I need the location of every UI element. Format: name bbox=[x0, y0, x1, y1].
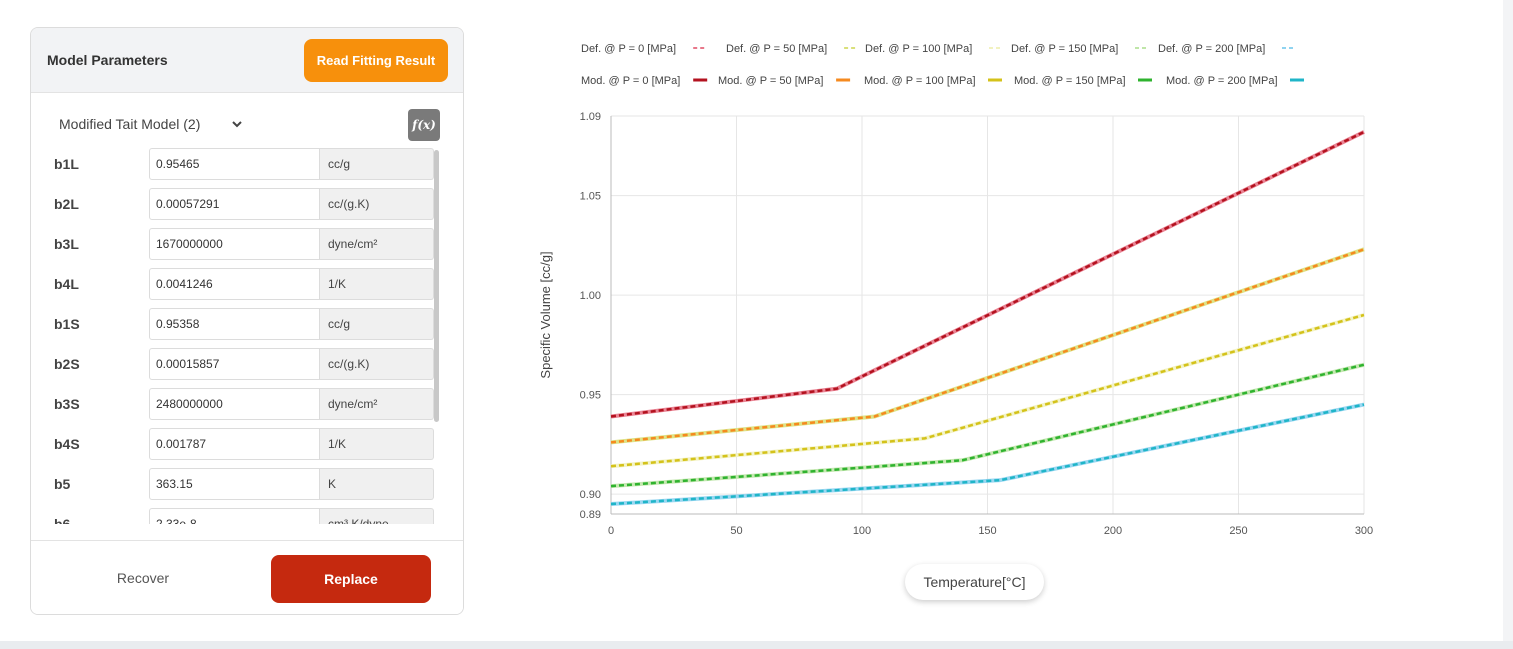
x-tick-label: 150 bbox=[978, 525, 996, 537]
y-tick-label: 1.09 bbox=[580, 111, 601, 123]
param-input-b4S[interactable] bbox=[149, 428, 320, 460]
replace-button[interactable]: Replace bbox=[271, 555, 431, 603]
param-input-b6[interactable] bbox=[149, 508, 320, 524]
right-strip bbox=[1503, 0, 1513, 641]
param-row-b4L: b4L 1/K bbox=[31, 268, 463, 300]
param-label: b3S bbox=[54, 396, 80, 412]
chevron-down-icon[interactable] bbox=[231, 116, 243, 132]
param-input-b1L[interactable] bbox=[149, 148, 320, 180]
param-label: b4S bbox=[54, 436, 80, 452]
param-label: b4L bbox=[54, 276, 79, 292]
legend-label: Def. @ P = 150 [MPa] bbox=[1011, 43, 1118, 55]
legend-label: Mod. @ P = 200 [MPa] bbox=[1166, 75, 1278, 87]
y-axis-label: Specific Volume [cc/g] bbox=[538, 251, 553, 378]
param-label: b2L bbox=[54, 196, 79, 212]
param-label: b6 bbox=[54, 516, 71, 524]
parameter-list: b1L cc/g b2L cc/(g.K) b3L dyne/cm² b4L 1/K b1S cc… bbox=[31, 148, 463, 524]
legend-label: Mod. @ P = 0 [MPa] bbox=[581, 75, 680, 87]
legend-label: Def. @ P = 50 [MPa] bbox=[726, 43, 827, 55]
param-unit: cc/(g.K) bbox=[320, 188, 434, 220]
param-input-b1S[interactable] bbox=[149, 308, 320, 340]
legend-label: Def. @ P = 200 [MPa] bbox=[1158, 43, 1265, 55]
series-line-9 bbox=[610, 403, 1365, 506]
param-input-b4L[interactable] bbox=[149, 268, 320, 300]
panel-title: Model Parameters bbox=[47, 52, 168, 68]
param-input-b5[interactable] bbox=[149, 468, 320, 500]
read-fitting-result-button[interactable]: Read Fitting Result bbox=[304, 39, 448, 82]
param-row-b4S: b4S 1/K bbox=[31, 428, 463, 460]
param-unit: cc/g bbox=[320, 148, 434, 180]
specific-volume-chart: 0 50 100 150 200 250 300 0.89 0.90 0.95 1.00 1.05 1.… bbox=[538, 43, 1373, 537]
legend-label: Mod. @ P = 50 [MPa] bbox=[718, 75, 823, 87]
x-tick-label: 100 bbox=[853, 525, 871, 537]
param-row-b1S: b1S cc/g bbox=[31, 308, 463, 340]
param-unit: 1/K bbox=[320, 268, 434, 300]
param-row-b3S: b3S dyne/cm² bbox=[31, 388, 463, 420]
y-tick-label: 0.90 bbox=[580, 489, 601, 501]
model-select[interactable]: Modified Tait Model (2) bbox=[59, 116, 201, 132]
series-line-8 bbox=[610, 363, 1365, 488]
legend-label: Def. @ P = 100 [MPa] bbox=[865, 43, 972, 55]
bottom-strip bbox=[0, 641, 1513, 649]
param-input-b2S[interactable] bbox=[149, 348, 320, 380]
param-label: b3L bbox=[54, 236, 79, 252]
param-input-b3S[interactable] bbox=[149, 388, 320, 420]
param-label: b1L bbox=[54, 156, 79, 172]
param-row-b3L: b3L dyne/cm² bbox=[31, 228, 463, 260]
param-label: b2S bbox=[54, 356, 80, 372]
param-label: b1S bbox=[54, 316, 80, 332]
series-line-5 bbox=[610, 130, 1365, 418]
series-line-6 bbox=[610, 248, 1365, 444]
param-input-b3L[interactable] bbox=[149, 228, 320, 260]
panel-footer: Recover Replace bbox=[31, 540, 463, 614]
param-unit: dyne/cm² bbox=[320, 388, 434, 420]
x-tick-label: 250 bbox=[1229, 525, 1247, 537]
model-parameters-panel: Model Parameters Read Fitting Result Mod… bbox=[30, 27, 464, 615]
param-unit: cm³.K/dyne bbox=[320, 508, 434, 524]
param-unit: cc/g bbox=[320, 308, 434, 340]
x-axis-label[interactable]: Temperature[°C] bbox=[905, 564, 1044, 600]
y-tick-label: 0.89 bbox=[580, 509, 601, 521]
param-row-b2L: b2L cc/(g.K) bbox=[31, 188, 463, 220]
param-unit: 1/K bbox=[320, 428, 434, 460]
legend-label: Mod. @ P = 150 [MPa] bbox=[1014, 75, 1126, 87]
param-row-b5: b5 K bbox=[31, 468, 463, 500]
param-label: b5 bbox=[54, 476, 71, 492]
param-list-scrollbar[interactable] bbox=[434, 150, 439, 422]
recover-button[interactable]: Recover bbox=[91, 565, 195, 591]
param-unit: cc/(g.K) bbox=[320, 348, 434, 380]
param-row-b1L: b1L cc/g bbox=[31, 148, 463, 180]
panel-header: Model Parameters Read Fitting Result bbox=[31, 28, 463, 93]
param-row-b6: b6 cm³.K/dyne bbox=[31, 508, 463, 524]
x-tick-label: 300 bbox=[1355, 525, 1373, 537]
formula-button[interactable]: f(x) bbox=[408, 109, 440, 141]
x-tick-label: 200 bbox=[1104, 525, 1122, 537]
legend-label: Mod. @ P = 100 [MPa] bbox=[864, 75, 976, 87]
param-input-b2L[interactable] bbox=[149, 188, 320, 220]
y-tick-label: 0.95 bbox=[580, 390, 601, 402]
y-tick-label: 1.00 bbox=[580, 290, 601, 302]
series-line-7 bbox=[610, 313, 1365, 468]
param-unit: K bbox=[320, 468, 434, 500]
param-unit: dyne/cm² bbox=[320, 228, 434, 260]
y-tick-label: 1.05 bbox=[580, 191, 601, 203]
legend-label: Def. @ P = 0 [MPa] bbox=[581, 43, 676, 55]
param-row-b2S: b2S cc/(g.K) bbox=[31, 348, 463, 380]
x-tick-label: 50 bbox=[730, 525, 742, 537]
x-tick-label: 0 bbox=[608, 525, 614, 537]
